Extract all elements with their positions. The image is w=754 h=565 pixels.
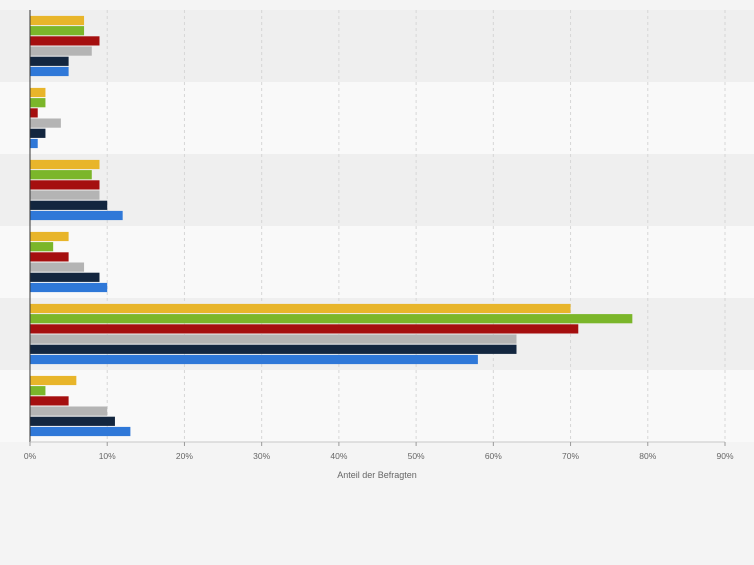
bar bbox=[30, 282, 108, 293]
bar bbox=[30, 138, 38, 149]
bar bbox=[30, 231, 69, 242]
x-tick-label: 30% bbox=[253, 451, 270, 461]
bar bbox=[30, 15, 85, 26]
bar bbox=[30, 200, 108, 210]
bar bbox=[30, 272, 100, 282]
bar bbox=[30, 98, 46, 108]
bar bbox=[30, 242, 54, 252]
x-tick-label: 60% bbox=[485, 451, 502, 461]
bar bbox=[30, 128, 46, 138]
bar bbox=[30, 303, 571, 314]
x-tick-label: 80% bbox=[639, 451, 656, 461]
bar bbox=[30, 36, 100, 46]
bar bbox=[30, 170, 92, 180]
bar bbox=[30, 159, 100, 170]
bar bbox=[30, 314, 633, 324]
x-tick-label: 0% bbox=[24, 451, 37, 461]
bar bbox=[30, 334, 517, 344]
x-tick-label: 40% bbox=[330, 451, 347, 461]
bar bbox=[30, 396, 69, 406]
bar bbox=[30, 375, 77, 386]
x-tick-label: 20% bbox=[176, 451, 193, 461]
x-axis-label: Anteil der Befragten bbox=[337, 470, 417, 480]
bar bbox=[30, 262, 85, 272]
bar bbox=[30, 46, 92, 56]
bar bbox=[30, 118, 61, 128]
bar bbox=[30, 416, 115, 426]
bar bbox=[30, 66, 69, 77]
category-band bbox=[0, 226, 754, 298]
bar bbox=[30, 180, 100, 190]
bar bbox=[30, 190, 100, 200]
x-tick-label: 90% bbox=[716, 451, 733, 461]
category-band bbox=[0, 154, 754, 226]
bar bbox=[30, 324, 579, 334]
bar bbox=[30, 354, 478, 365]
bar bbox=[30, 56, 69, 66]
bar bbox=[30, 344, 517, 354]
x-tick-label: 50% bbox=[408, 451, 425, 461]
x-tick-label: 70% bbox=[562, 451, 579, 461]
bar bbox=[30, 210, 123, 221]
bar bbox=[30, 386, 46, 396]
x-tick-label: 10% bbox=[99, 451, 116, 461]
bar bbox=[30, 426, 131, 437]
bar bbox=[30, 108, 38, 118]
bar bbox=[30, 26, 85, 36]
bar bbox=[30, 252, 69, 262]
category-band bbox=[0, 82, 754, 154]
bar bbox=[30, 406, 108, 416]
bar bbox=[30, 87, 46, 98]
category-band bbox=[0, 10, 754, 82]
